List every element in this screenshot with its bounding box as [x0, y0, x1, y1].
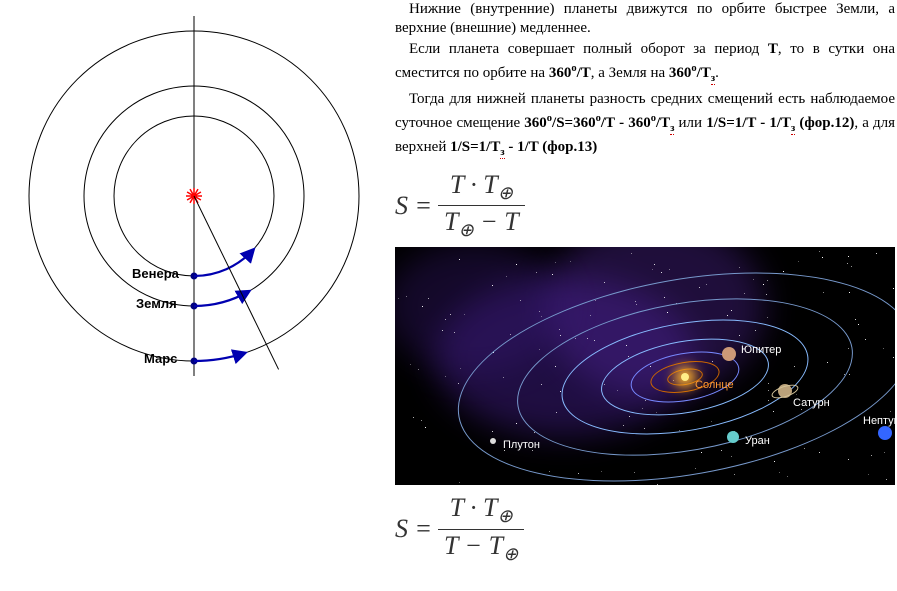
solar-system-image: Солнце Юпитер Сатурн Уран Нептун Плутон — [395, 247, 895, 485]
orbit-svg: Венера Земля Марс — [4, 2, 386, 385]
p2c: , а Земля на — [591, 65, 669, 81]
p3-or: или — [674, 115, 706, 131]
p2a: Если планета совершает полный оборот за … — [409, 41, 768, 57]
text-and-figures: Нижние (внутренние) планеты движутся по … — [395, 0, 895, 571]
svg-text:Земля: Земля — [136, 296, 177, 311]
p1-text: Нижние (внутренние) планеты движутся по … — [395, 1, 895, 36]
f1-frac: T · T⊕ T⊕ − T — [438, 170, 525, 241]
planet-label-Уран: Уран — [745, 435, 770, 447]
svg-text:Марс: Марс — [144, 351, 177, 366]
p3-b1: 1/S=1/T - 1/Тз (фор.12) — [706, 115, 854, 131]
planet-Нептун — [878, 426, 892, 440]
formula-upper-planet: S = T · T⊕ T − T⊕ — [395, 493, 895, 564]
paragraph-3: Тогда для нижней планеты разность средни… — [395, 90, 895, 162]
paragraph-2: Если планета совершает полный оборот за … — [395, 40, 895, 88]
orbit-diagram: Венера Земля Марс — [4, 2, 386, 385]
paragraph-1: Нижние (внутренние) планеты движутся по … — [395, 0, 895, 38]
f1-num: T · T⊕ — [444, 170, 519, 205]
sun-label: Солнце — [695, 379, 734, 391]
planet-label-Плутон: Плутон — [503, 439, 540, 451]
f1-lhs: S = — [395, 191, 432, 221]
p2-dot: . — [715, 65, 719, 81]
f1-den: T⊕ − T — [438, 206, 525, 241]
f2-den: T − T⊕ — [438, 530, 524, 565]
planet-label-Сатурн: Сатурн — [793, 397, 830, 409]
formula-lower-planet: S = T · T⊕ T⊕ − T — [395, 170, 895, 241]
p3-f: 360o/S=360o/Т - 360o/Тз — [524, 115, 674, 131]
svg-text:Венера: Венера — [132, 266, 180, 281]
planet-label-Юпитер: Юпитер — [741, 344, 781, 356]
f2-frac: T · T⊕ T − T⊕ — [438, 493, 524, 564]
p2-360Tz: 360o/Тз — [669, 65, 715, 81]
p2-T: Т — [768, 41, 778, 57]
p3-b2: 1/S=1/Тз - 1/T (фор.13) — [450, 139, 597, 155]
planet-label-Нептун: Нептун — [863, 415, 895, 427]
f2-num: T · T⊕ — [444, 493, 519, 528]
f2-lhs: S = — [395, 514, 432, 544]
p2-360T: 360o/Т — [549, 65, 591, 81]
